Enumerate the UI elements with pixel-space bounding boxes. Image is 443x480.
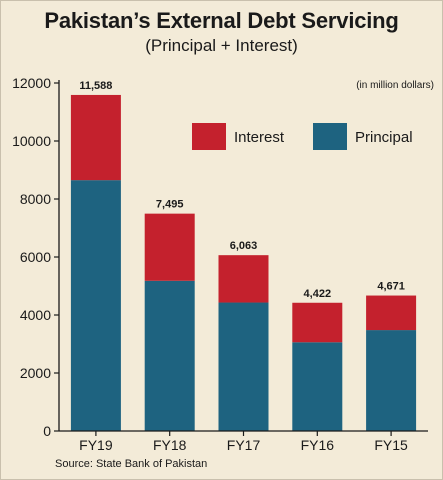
y-tick-label: 10000 xyxy=(12,133,51,149)
y-axis: 0 2000 4000 6000 8000 10000 12000 xyxy=(12,75,60,439)
data-label-fy15: 4,671 xyxy=(377,281,405,293)
bar-principal-fy19 xyxy=(70,180,121,431)
unit-note: (in million dollars) xyxy=(356,80,434,91)
bar-principal-fy18 xyxy=(144,280,195,431)
data-label-fy17: 6,063 xyxy=(230,240,258,252)
legend-label-interest: Interest xyxy=(234,129,285,146)
y-tick-label: 8000 xyxy=(20,191,51,207)
data-label-fy18: 7,495 xyxy=(156,199,184,211)
legend: Interest Principal xyxy=(192,123,413,150)
legend-label-principal: Principal xyxy=(355,129,413,146)
bar-principal-fy15 xyxy=(366,330,417,431)
bar-interest-fy19 xyxy=(70,94,121,181)
bar-interest-fy16 xyxy=(292,302,343,343)
bar-interest-fy18 xyxy=(144,213,195,281)
y-tick-label: 12000 xyxy=(12,75,51,91)
y-tick-label: 0 xyxy=(43,423,51,439)
legend-swatch-principal xyxy=(313,123,347,150)
bar-interest-fy17 xyxy=(218,255,269,303)
bar-principal-fy16 xyxy=(292,342,343,431)
x-tick-label-fy16: FY16 xyxy=(301,437,335,453)
source-note: Source: State Bank of Pakistan xyxy=(55,458,208,470)
data-label-fy16: 4,422 xyxy=(304,288,332,300)
chart-subtitle: (Principal + Interest) xyxy=(145,36,298,55)
y-tick-label: 2000 xyxy=(20,365,51,381)
bars-group: 11,588 7,495 6,063 4,422 4,671 xyxy=(70,80,417,431)
x-tick-label-fy19: FY19 xyxy=(79,437,113,453)
legend-swatch-interest xyxy=(192,123,226,150)
y-tick-label: 6000 xyxy=(20,249,51,265)
x-axis: FY19 FY18 FY17 FY16 FY15 xyxy=(59,430,428,453)
y-tick-label: 4000 xyxy=(20,307,51,323)
x-tick-label-fy15: FY15 xyxy=(374,437,408,453)
bar-interest-fy15 xyxy=(366,295,417,331)
x-tick-label-fy17: FY17 xyxy=(227,437,261,453)
data-label-fy19: 11,588 xyxy=(79,80,112,92)
bar-principal-fy17 xyxy=(218,302,269,431)
chart-title: Pakistan’s External Debt Servicing xyxy=(44,8,399,33)
x-tick-label-fy18: FY18 xyxy=(153,437,187,453)
